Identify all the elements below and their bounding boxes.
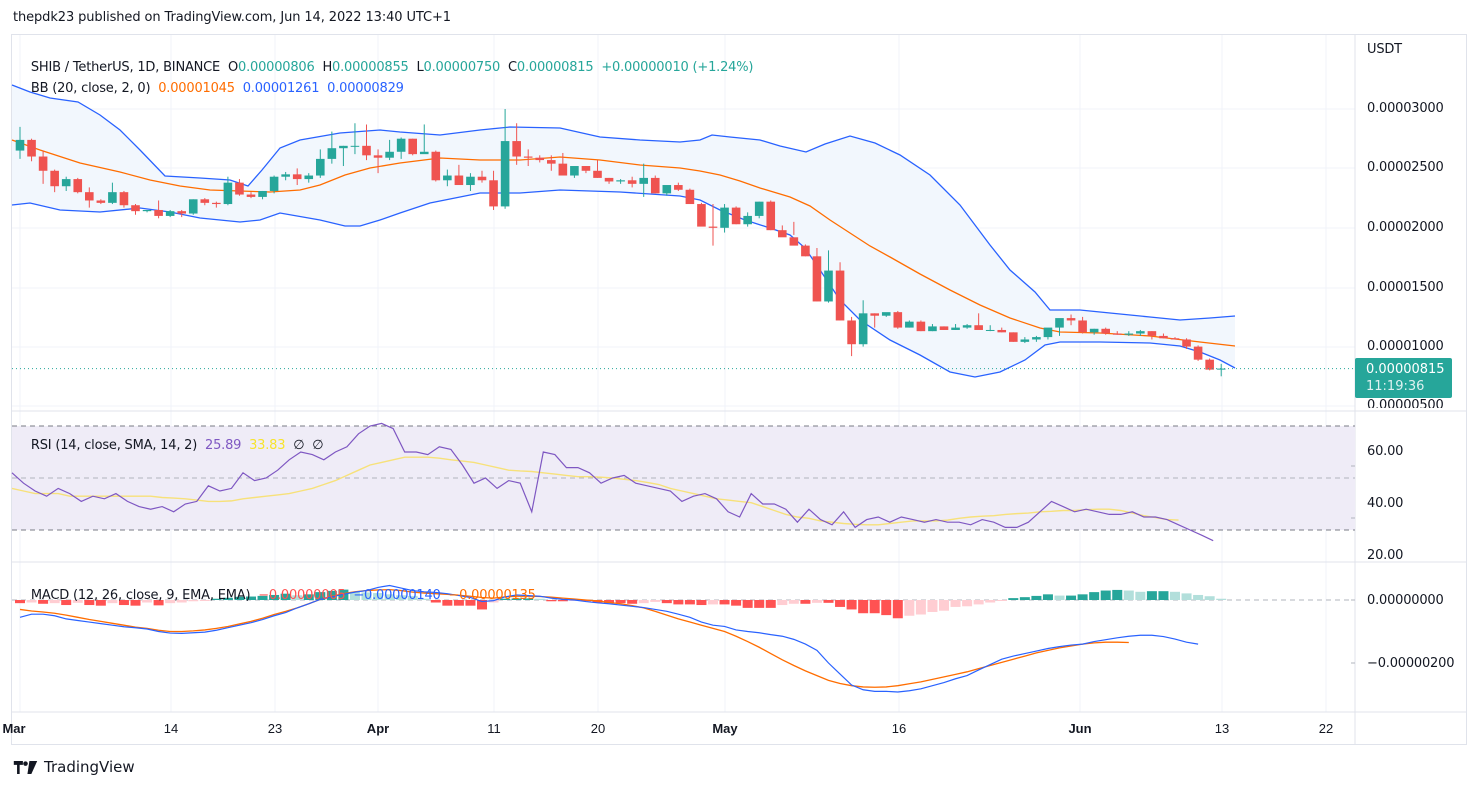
open-label: O [227, 60, 238, 75]
time-axis-label: May [712, 721, 738, 736]
time-axis-label: Mar [2, 721, 26, 736]
time-axis-label: Jun [1068, 721, 1092, 736]
rsi-extra-1: ∅ [293, 438, 305, 453]
chart-frame [11, 34, 1467, 745]
candles [15, 109, 1226, 377]
rsi-legend[interactable]: RSI (14, close, SMA, 14, 2) 25.89 33.83 … [23, 423, 324, 453]
bb-basis-value: 0.00001045 [158, 81, 235, 96]
low-value: 0.00000750 [423, 60, 501, 75]
bb-lower-line [11, 189, 1236, 378]
rsi-tick: 60.00 [1367, 444, 1404, 459]
macd-signal-line [19, 588, 1129, 688]
macd-histogram [15, 589, 1227, 619]
price-tick: 0.00000500 [1367, 398, 1444, 408]
rsi-line [11, 422, 1214, 542]
open-value: 0.00000806 [238, 60, 315, 75]
time-axis-label: 20 [590, 721, 606, 736]
price-tick: 0.00001500 [1367, 280, 1444, 295]
brand-name: TradingView [44, 758, 135, 776]
symbol-legend: SHIB / TetherUS, 1D, BINANCE O0.00000806… [23, 45, 754, 75]
time-axis-label: Apr [366, 721, 390, 736]
time-axis-label: 16 [891, 721, 907, 736]
rsi-tick: 40.00 [1367, 496, 1404, 511]
macd-title: MACD (12, 26, close, 9, EMA, EMA) [30, 588, 251, 603]
bb-upper-line [11, 84, 1236, 321]
time-axis-label: 11 [487, 721, 501, 736]
price-tick: 0.00003000 [1367, 101, 1444, 116]
price-tick: 0.00001000 [1367, 339, 1444, 354]
grid [12, 35, 1355, 712]
rsi-ma-line [11, 456, 1179, 526]
bb-legend[interactable]: BB (20, close, 2, 0) 0.00001045 0.000012… [23, 66, 404, 96]
price-axis-currency: USDT [1367, 42, 1402, 57]
close-label: C [507, 60, 517, 75]
last-price-value: 0.00000815 [1366, 362, 1445, 377]
bb-fill [12, 85, 1235, 377]
macd-signal-value: −0.00000135 [448, 588, 536, 603]
price-tick: 0.00002000 [1367, 220, 1444, 235]
bb-upper-value: 0.00001261 [242, 81, 320, 96]
high-value: 0.00000855 [332, 60, 409, 75]
macd-hist-value: −0.00000005 [258, 588, 346, 603]
rsi-ma-value: 33.83 [249, 438, 286, 453]
tradingview-brand[interactable]: TradingView [13, 758, 135, 776]
bb-title: BB (20, close, 2, 0) [30, 81, 151, 96]
rsi-value: 25.89 [205, 438, 242, 453]
low-label: L [416, 60, 424, 75]
macd-legend[interactable]: MACD (12, 26, close, 9, EMA, EMA) −0.000… [23, 573, 536, 603]
time-axis-label: 22 [1318, 721, 1334, 736]
bb-lower-value: 0.00000829 [327, 81, 404, 96]
rsi-title: RSI (14, close, SMA, 14, 2) [30, 438, 198, 453]
last-price-tag: 0.00000815 11:19:36 [1355, 358, 1452, 398]
rsi-extra-2: ∅ [312, 438, 324, 453]
published-caption: thepdk23 published on TradingView.com, J… [13, 10, 451, 25]
time-axis-label: 14 [163, 721, 179, 736]
tradingview-logo-icon [13, 760, 38, 774]
macd-line-value: −0.00000140 [353, 588, 441, 603]
close-value: 0.00000815 [516, 60, 594, 75]
macd-line [19, 584, 1199, 693]
time-axis-label: 13 [1214, 721, 1230, 736]
change-value: +0.00000010 (+1.24%) [601, 60, 754, 75]
bar-countdown: 11:19:36 [1366, 379, 1425, 394]
macd-tick: 0.00000000 [1367, 593, 1444, 608]
macd-tick: −0.00000200 [1367, 656, 1455, 671]
high-label: H [322, 60, 333, 75]
time-axis-label: 23 [267, 721, 283, 736]
symbol-title: SHIB / TetherUS, 1D, BINANCE [30, 60, 221, 75]
price-tick: 0.00002500 [1367, 160, 1444, 175]
rsi-tick: 20.00 [1367, 548, 1404, 563]
